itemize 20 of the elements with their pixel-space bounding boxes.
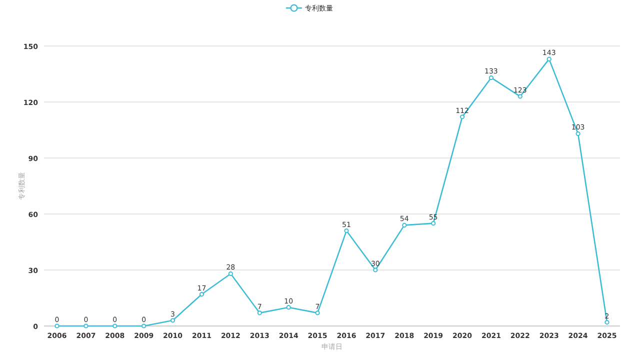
point bbox=[402, 222, 407, 228]
point bbox=[373, 268, 378, 272]
point bbox=[286, 305, 291, 310]
point bbox=[170, 318, 176, 323]
point bbox=[142, 324, 146, 328]
point bbox=[488, 75, 494, 80]
point bbox=[54, 324, 60, 328]
point bbox=[576, 131, 580, 136]
point bbox=[344, 228, 349, 234]
point bbox=[604, 320, 610, 325]
point bbox=[199, 292, 204, 297]
point bbox=[518, 94, 522, 99]
point bbox=[84, 324, 88, 328]
point bbox=[315, 310, 320, 316]
point bbox=[257, 310, 262, 316]
point bbox=[431, 221, 436, 226]
point bbox=[228, 271, 233, 276]
point bbox=[460, 114, 465, 120]
point bbox=[112, 324, 118, 328]
point bbox=[546, 56, 552, 62]
